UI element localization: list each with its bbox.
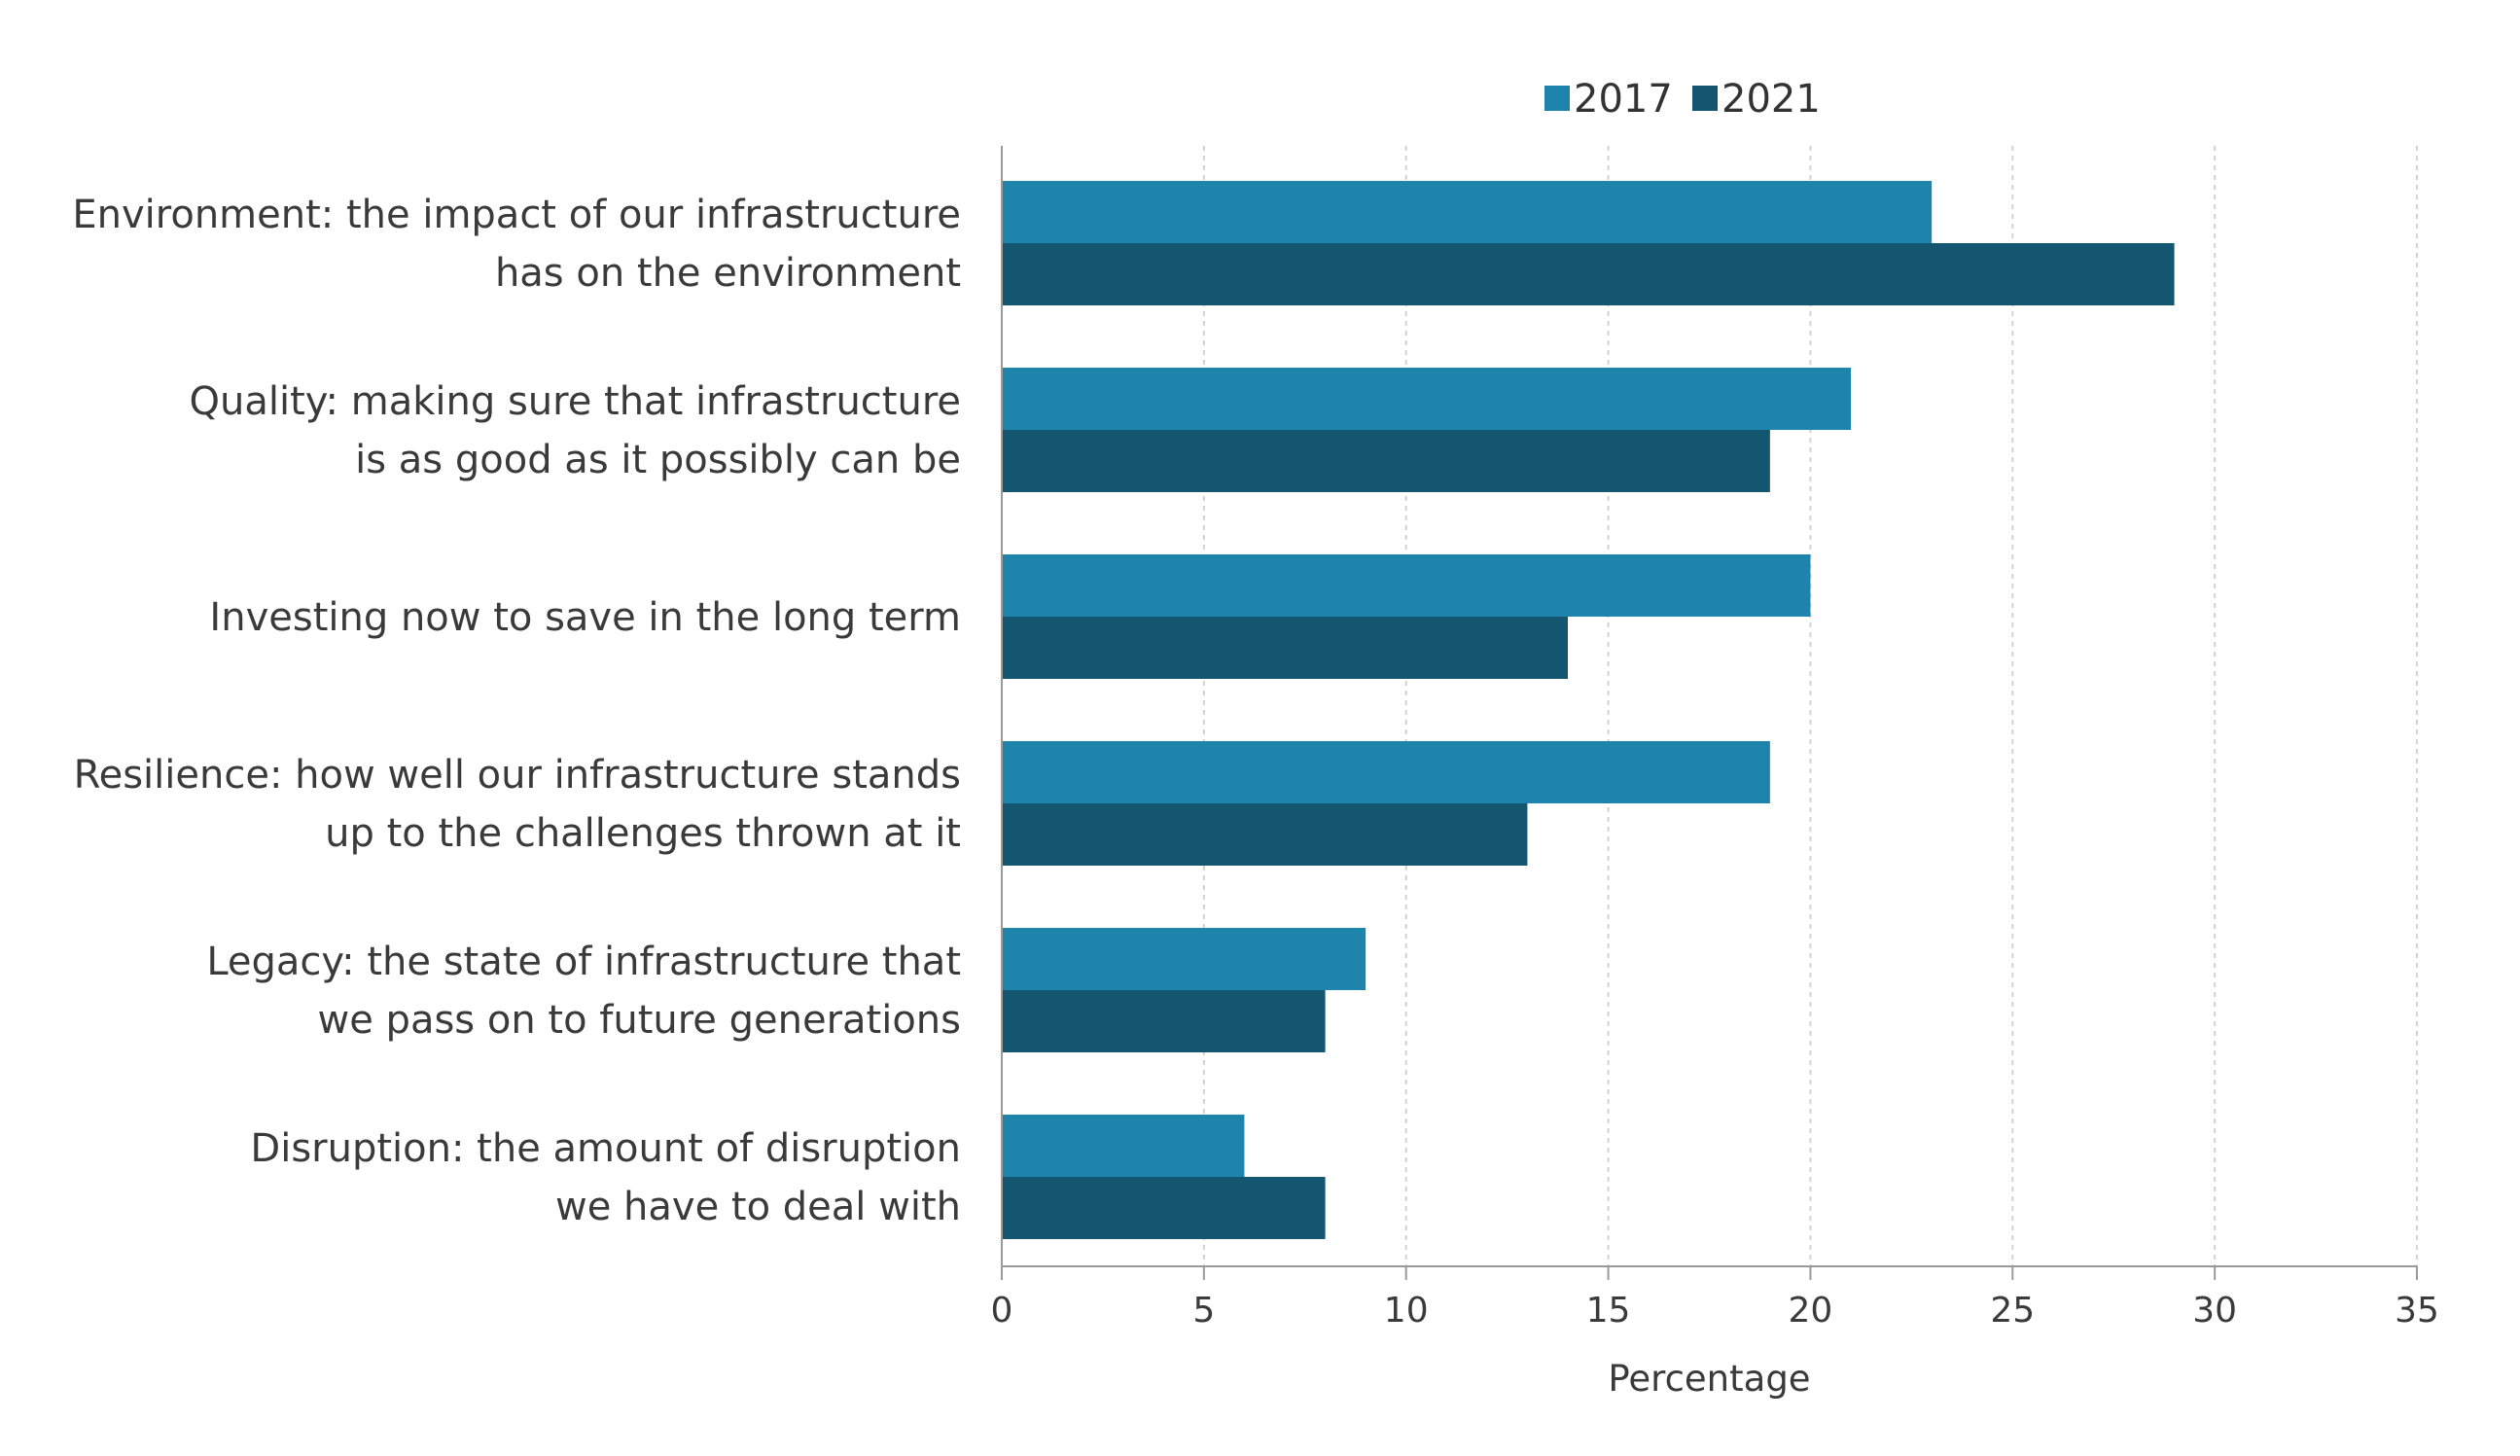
bar-2021 (1002, 990, 1326, 1052)
category-label-line: is as good as it possibly can be (355, 438, 961, 482)
category-label-line: Investing now to save in the long term (209, 595, 961, 640)
legend-label: 2017 (1574, 77, 1673, 122)
x-tick-label: 10 (1384, 1291, 1429, 1331)
axes (1001, 146, 2418, 1280)
legend: 2017 2021 (1544, 77, 1821, 122)
category-label: Legacy: the state of infrastructure that… (206, 940, 961, 1043)
category-label: Resilience: how well our infrastructure … (74, 753, 961, 856)
category-label: Disruption: the amount of disruption we h… (250, 1126, 961, 1229)
x-tick-label: 35 (2395, 1291, 2439, 1331)
bar-2017 (1002, 368, 1851, 430)
legend-label: 2021 (1721, 77, 1821, 122)
category-label-line: Quality: making sure that infrastructure (190, 379, 961, 424)
bar-2017 (1002, 1115, 1245, 1177)
category-label-line: Legacy: the state of infrastructure that (206, 940, 961, 984)
legend-swatch-2017 (1544, 86, 1570, 111)
bar-2017 (1002, 928, 1366, 990)
category-label: Investing now to save in the long term (209, 595, 961, 640)
category-label: Environment: the impact of our infrastru… (72, 193, 961, 296)
x-tick-label: 25 (1990, 1291, 2035, 1331)
category-label-line: Environment: the impact of our infrastru… (72, 193, 961, 237)
category-label-line: Disruption: the amount of disruption (250, 1126, 961, 1171)
bar-2017 (1002, 741, 1770, 803)
category-label-line: we have to deal with (555, 1185, 961, 1229)
x-tick-label: 20 (1789, 1291, 1833, 1331)
category-label-line: up to the challenges thrown at it (325, 811, 961, 856)
grid-lines (1202, 146, 2418, 1266)
bar-2021 (1002, 430, 1770, 492)
bar-2017 (1002, 554, 1811, 617)
legend-swatch-2021 (1692, 86, 1718, 111)
x-tick-label: 15 (1586, 1291, 1631, 1331)
bar-2021 (1002, 1177, 1326, 1239)
category-labels: Environment: the impact of our infrastru… (72, 193, 961, 1229)
x-tick-label: 5 (1192, 1291, 1215, 1331)
category-label-line: Resilience: how well our infrastructure … (74, 753, 961, 798)
category-label: Quality: making sure that infrastructure… (190, 379, 961, 482)
bar-2021 (1002, 803, 1528, 866)
bar-2021 (1002, 243, 2175, 305)
x-axis-title: Percentage (1608, 1358, 1810, 1400)
x-tick-label: 30 (2192, 1291, 2237, 1331)
bar-2017 (1002, 181, 1933, 243)
category-label-line: has on the environment (495, 251, 961, 296)
x-tick-label: 0 (991, 1291, 1013, 1331)
category-label-line: we pass on to future generations (318, 998, 961, 1043)
bars (1002, 181, 2175, 1239)
bar-2021 (1002, 617, 1568, 679)
x-tick-labels: 0 5 10 15 20 25 30 35 (991, 1291, 2439, 1331)
